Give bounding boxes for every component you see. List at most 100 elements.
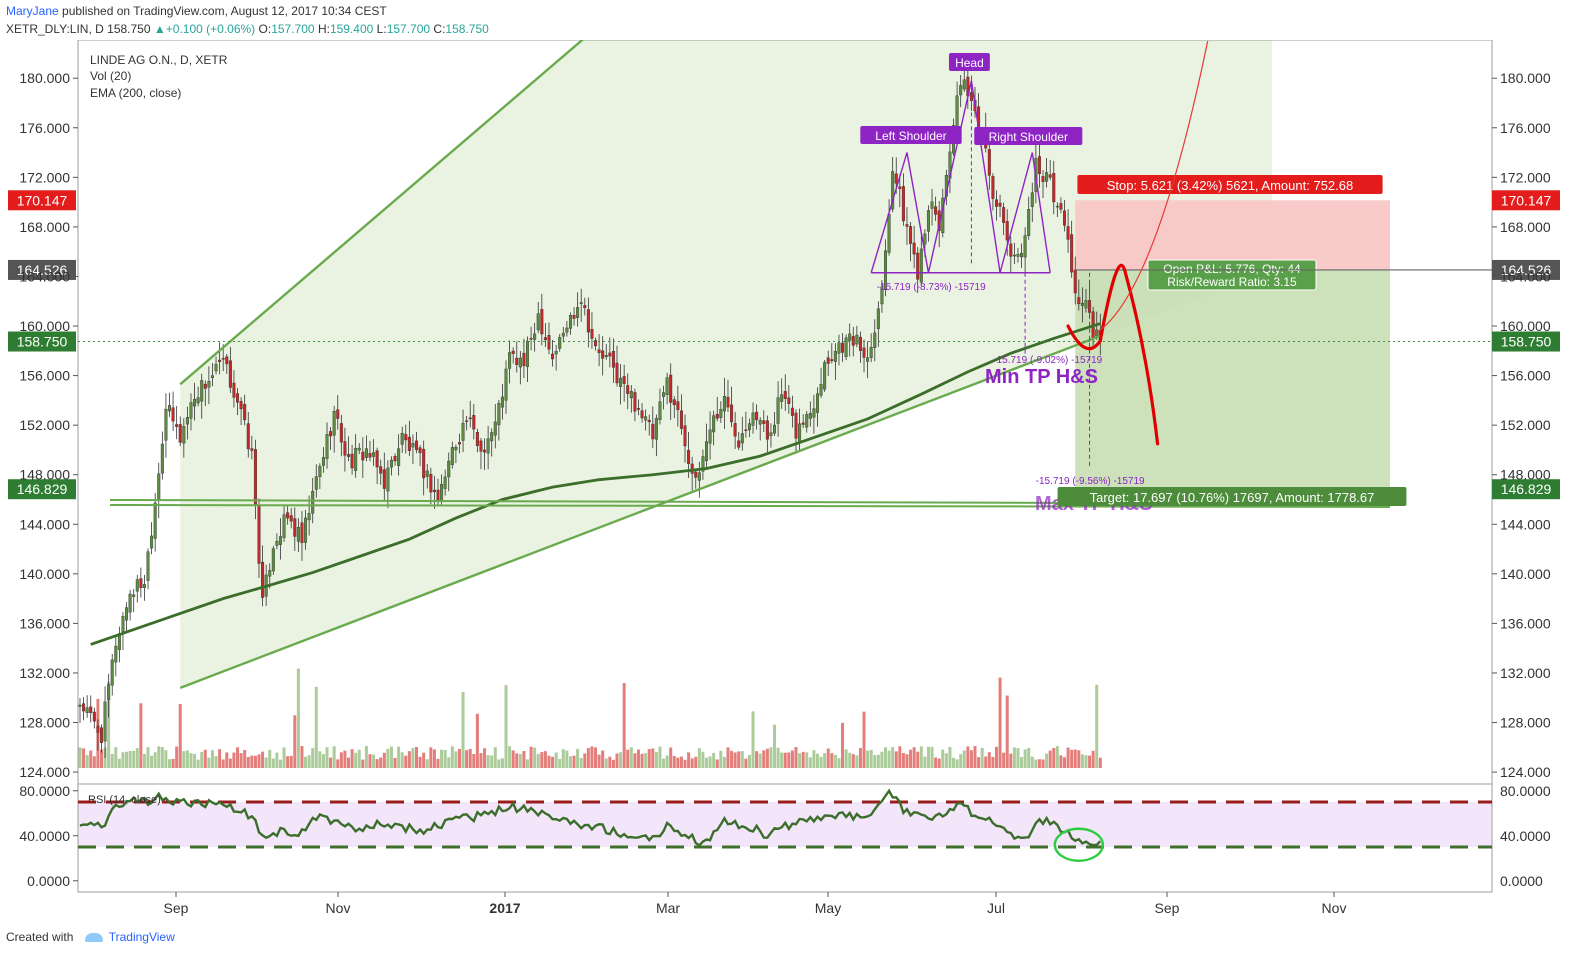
volume-bar <box>203 749 207 768</box>
volume-bar <box>876 754 880 768</box>
candle-body <box>99 727 103 743</box>
candle-body <box>110 659 114 686</box>
open-label: O: <box>258 22 272 36</box>
candle-body <box>497 402 501 426</box>
candle-body <box>826 357 830 364</box>
candle-body <box>1012 254 1016 257</box>
candle-body <box>218 359 222 362</box>
candle-body <box>89 706 93 714</box>
candle-body <box>1066 226 1070 240</box>
price-tag: 146.829 <box>1492 479 1560 500</box>
volume-bar <box>304 756 308 768</box>
tradingview-link[interactable]: TradingView <box>108 930 175 944</box>
volume-bar <box>959 754 963 768</box>
volume-bar <box>601 750 605 768</box>
candle-body <box>364 448 368 458</box>
candle-body <box>579 302 583 304</box>
volume-bar <box>479 753 483 768</box>
volume-bar <box>887 750 891 768</box>
volume-bar <box>1016 748 1020 768</box>
volume-bar <box>536 753 540 768</box>
volume-bar <box>608 756 612 768</box>
volume-bar <box>307 755 311 768</box>
volume-bar <box>676 757 680 768</box>
candle-body <box>866 357 870 362</box>
volume-bar <box>200 752 204 768</box>
volume-bar <box>1066 747 1070 768</box>
volume-bar <box>873 755 877 768</box>
low-value: 157.700 <box>386 22 431 36</box>
candle-body <box>153 502 157 539</box>
volume-bar <box>99 749 103 768</box>
volume-bar <box>636 749 640 768</box>
channel-upper-line <box>179 40 585 386</box>
candle-body <box>869 346 873 358</box>
x-tick-label: Nov <box>326 900 351 916</box>
volume-bar <box>386 748 390 768</box>
volume-bar <box>117 758 121 768</box>
candle-body <box>769 432 773 437</box>
candle-body <box>837 342 841 354</box>
candle-body <box>1080 302 1084 306</box>
volume-bar <box>85 754 89 768</box>
candle-body <box>142 584 146 588</box>
candle-body <box>386 467 390 492</box>
x-tick-label: May <box>815 900 841 916</box>
price-tag-left-text: 158.750 <box>17 334 68 350</box>
volume-bar <box>142 753 146 768</box>
candle-body <box>851 336 855 346</box>
rsi-tick-label-right: 40.0000 <box>1500 828 1551 844</box>
candle-body <box>508 352 512 369</box>
price-tag-text: 158.750 <box>1501 334 1552 350</box>
candle-body <box>511 350 515 354</box>
candle-body <box>422 448 426 479</box>
volume-bar <box>815 753 819 768</box>
price-tag: 170.147 <box>1492 190 1560 211</box>
candle-body <box>225 356 229 365</box>
candle-body <box>540 309 544 335</box>
candle-body <box>379 466 383 474</box>
volume-bar <box>218 749 222 768</box>
volume-bar <box>690 758 694 768</box>
volume-bar <box>1091 750 1095 768</box>
candle-body <box>801 422 805 425</box>
volume-bar <box>715 759 719 768</box>
candle-body <box>343 441 347 456</box>
candle-body <box>794 412 798 439</box>
candle-body <box>1048 174 1052 178</box>
y-tick-label-right: 124.000 <box>1500 764 1551 780</box>
volume-bar <box>207 757 211 768</box>
candle-body <box>418 447 422 453</box>
volume-bar <box>232 752 236 768</box>
candle-body <box>844 337 848 357</box>
candle-body <box>608 352 612 357</box>
candle-body <box>626 385 630 394</box>
candle-body <box>429 473 433 493</box>
volume-bar <box>397 746 401 768</box>
volume-bar <box>490 755 494 768</box>
y-tick-label-right: 152.000 <box>1500 417 1551 433</box>
y-tick-label-left: 160.000 <box>19 318 70 334</box>
rsi-tick-label-left: 40.0000 <box>19 828 70 844</box>
price-chart[interactable]: Left Shoulder Head Right Shoulder -15.719 (… <box>0 40 1584 930</box>
volume-bar <box>1088 755 1092 768</box>
candle-body <box>715 413 719 419</box>
publish-info: published on TradingView.com, August 12,… <box>62 4 387 18</box>
candle-body <box>1059 203 1063 210</box>
volume-bar <box>554 752 558 768</box>
x-tick-label: Nov <box>1322 900 1347 916</box>
candle-body <box>121 616 125 633</box>
y-tick-label-right: 136.000 <box>1500 615 1551 631</box>
candle-body <box>236 393 240 403</box>
candle-body <box>758 420 762 425</box>
candle-body <box>912 242 916 255</box>
volume-bar <box>1070 749 1074 768</box>
candle-body <box>436 489 440 502</box>
volume-bar <box>909 749 913 768</box>
candle-body <box>726 396 730 408</box>
volume-bar <box>146 747 150 768</box>
author-link[interactable]: MaryJane <box>6 4 59 18</box>
publish-header: MaryJane published on TradingView.com, A… <box>6 4 387 18</box>
candle-body <box>432 489 436 493</box>
volume-bar <box>912 747 916 768</box>
